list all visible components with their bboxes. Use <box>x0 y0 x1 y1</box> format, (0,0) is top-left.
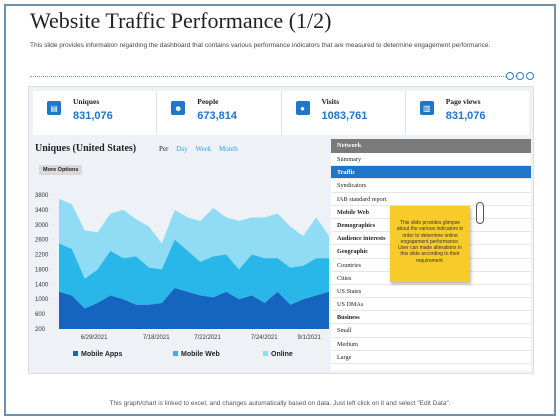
series-area-mobile-apps <box>59 288 329 329</box>
x-tick-label: 6/29/2021 <box>81 335 108 341</box>
y-tick-label: 200 <box>35 327 46 333</box>
side-menu-item[interactable]: Cities <box>331 272 531 285</box>
side-menu-item[interactable]: Large <box>331 351 531 364</box>
period-month-link[interactable]: Month <box>219 145 238 153</box>
x-tick-label: 9/1/2021 <box>298 335 322 341</box>
page-title: Website Traffic Performance (1/2) <box>30 8 332 33</box>
series-area-mobile-web <box>59 239 329 309</box>
dot-icon <box>516 72 524 80</box>
kpi-value: 831,076 <box>73 110 113 122</box>
x-tick-label: 7/18/2021 <box>143 335 170 341</box>
y-tick-label: 3000 <box>35 223 49 229</box>
y-tick-label: 1000 <box>35 297 49 303</box>
kpi-uniques: ▤ Uniques 831,076 <box>33 91 158 135</box>
period-week-link[interactable]: Week <box>195 145 212 153</box>
footer-note: This graph/chart is linked to excel, and… <box>109 400 451 407</box>
sticky-note: This slide provides glimpse about the va… <box>390 206 470 282</box>
kpi-visits: ● Visits 1083,761 <box>282 91 406 135</box>
side-menu-item[interactable]: Syndicators <box>331 179 531 193</box>
side-menu-item[interactable]: Business <box>331 311 531 325</box>
legend-swatch <box>173 351 178 356</box>
side-menu-item[interactable]: US States <box>331 285 531 299</box>
series-area-online <box>59 198 329 279</box>
dot-icon <box>506 72 514 80</box>
y-tick-label: 1800 <box>35 267 49 273</box>
y-tick-label: 600 <box>35 312 46 318</box>
legend-label: Online <box>271 351 293 358</box>
legend-label: Mobile Web <box>181 351 220 358</box>
pager-dots <box>506 72 534 80</box>
kpi-label: Visits <box>321 97 340 106</box>
page-subtitle: This slide provides information regardin… <box>30 42 491 49</box>
slide-frame <box>4 4 556 416</box>
kpi-label: Page views <box>445 97 481 106</box>
period-day-link[interactable]: Day <box>176 145 188 153</box>
kpi-bar: ▤ Uniques 831,076 ☻ People 673,814 ● Visit… <box>33 91 529 135</box>
side-menu-header: Network <box>331 139 531 153</box>
legend-label: Mobile Apps <box>81 351 122 358</box>
page-icon: ▥ <box>419 101 434 115</box>
chart-panel: Uniques (United States) Per Day Week Mon… <box>33 139 329 371</box>
area-chart: 3800 3400 3000 2600 2200 1800 1400 1000 600 200 6/… <box>35 193 329 358</box>
kpi-value: 673,814 <box>197 110 238 122</box>
user-icon: ● <box>295 101 310 115</box>
more-options-button[interactable]: More Options <box>39 165 83 175</box>
side-menu-item[interactable]: Summary <box>331 153 531 167</box>
side-menu-item[interactable]: IAB standard report <box>331 193 531 206</box>
side-menu-item[interactable]: Small <box>331 324 531 338</box>
legend-swatch <box>73 351 78 356</box>
y-tick-label: 3400 <box>35 208 49 214</box>
dot-icon <box>526 72 534 80</box>
period-selector: Per Day Week Month <box>159 145 238 153</box>
kpi-value: 1083,761 <box>321 110 368 122</box>
per-label: Per <box>159 145 169 153</box>
kpi-label: People <box>197 97 219 106</box>
kpi-page-views: ▥ Page views 831,076 <box>406 91 529 135</box>
id-card-icon: ▤ <box>47 101 61 115</box>
chart-title: Uniques (United States) <box>35 143 137 154</box>
paperclip-icon <box>476 202 484 224</box>
divider <box>30 76 522 77</box>
people-icon: ☻ <box>171 101 186 115</box>
kpi-value: 831,076 <box>445 110 486 122</box>
y-tick-label: 2200 <box>35 253 49 259</box>
y-tick-label: 2600 <box>35 238 49 244</box>
legend-swatch <box>263 351 268 356</box>
kpi-label: Uniques <box>73 97 100 106</box>
side-menu-item[interactable]: US DMAs <box>331 298 531 312</box>
x-tick-label: 7/22/2021 <box>194 335 221 341</box>
side-menu-item[interactable]: Medium <box>331 338 531 351</box>
kpi-people: ☻ People 673,814 <box>157 91 282 135</box>
side-menu-item[interactable]: Traffic <box>331 166 531 180</box>
y-tick-label: 3800 <box>35 193 49 199</box>
y-tick-label: 1400 <box>35 282 49 288</box>
x-tick-label: 7/24/2021 <box>251 335 278 341</box>
